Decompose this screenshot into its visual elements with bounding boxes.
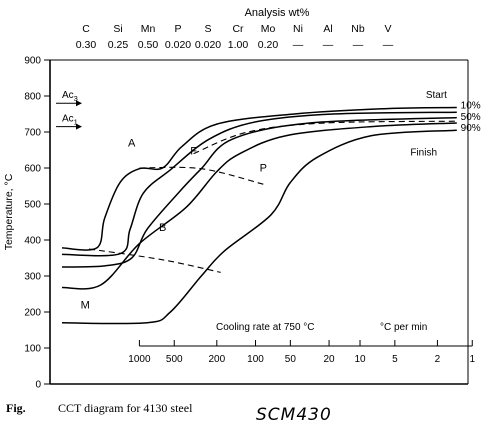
- cooling-rate-tick-label: 2: [435, 354, 441, 365]
- curve-label: 10%: [461, 101, 481, 112]
- curve-label: 90%: [461, 123, 481, 134]
- y-tick-label: 900: [24, 56, 41, 67]
- y-tick-label: 800: [24, 92, 41, 103]
- y-tick-label: 300: [24, 272, 41, 283]
- label-ac3: Ac3: [62, 90, 78, 103]
- element-symbol-v: V: [384, 23, 391, 35]
- y-tick-label: 600: [24, 164, 41, 175]
- dashed-curves: [89, 120, 457, 273]
- cooling-rate-tick-label: 50: [285, 354, 297, 365]
- curve-finish: [61, 129, 457, 325]
- curve-label: 50%: [461, 112, 481, 123]
- arrowhead-ac3: [76, 100, 82, 107]
- element-symbol-al: Al: [323, 23, 332, 35]
- region-labels: A F P B M: [81, 137, 267, 311]
- label-ac1: Ac1: [62, 114, 78, 127]
- region-label-b: B: [159, 222, 166, 234]
- curve-start: [61, 106, 457, 251]
- element-symbol-s: S: [204, 23, 211, 35]
- region-label-p: P: [260, 163, 267, 175]
- element-value-s: 0.020: [195, 39, 221, 51]
- element-value-v: —: [383, 39, 394, 51]
- y-tick-label: 500: [24, 200, 41, 211]
- curve-labels: Start 10%50%90% Finish: [410, 90, 480, 159]
- y-tick-label: 400: [24, 236, 41, 247]
- element-value-al: —: [323, 39, 334, 51]
- element-value-si: 0.25: [108, 39, 129, 51]
- y-tick-label: 700: [24, 128, 41, 139]
- cooling-rate-tick-label: 10: [354, 354, 366, 365]
- cooling-rate-tick-label: 500: [166, 354, 183, 365]
- curve-label: Start: [426, 90, 447, 101]
- curve-50pct: [61, 116, 457, 268]
- analysis-table: C 0.30 Si 0.25 Mn 0.50 P 0.020 S 0.020 Cr 1.00 Mo 0.2…: [76, 23, 394, 51]
- element-symbol-nb: Nb: [351, 23, 365, 35]
- plot-area: 0 100 200 300 400 500 600 700 800 900 Ac3 Ac1 A F P B…: [24, 56, 480, 391]
- cooling-rate-tick-label: 20: [323, 354, 335, 365]
- y-tick-label: 0: [35, 380, 41, 391]
- figure-caption: CCT diagram for 4130 steel: [58, 401, 193, 415]
- element-value-c: 0.30: [76, 39, 97, 51]
- figure-label: Fig.: [6, 401, 26, 415]
- element-symbol-si: Si: [113, 23, 122, 35]
- dashed-line-3: [193, 120, 457, 155]
- analysis-title: Analysis wt%: [245, 7, 310, 19]
- y-tick-label: 100: [24, 344, 41, 355]
- element-symbol-ni: Ni: [293, 23, 303, 35]
- region-label-m: M: [81, 299, 90, 311]
- element-value-ni: —: [293, 39, 304, 51]
- cooling-rate-tick-label: 1000: [128, 354, 151, 365]
- element-symbol-p: P: [174, 23, 181, 35]
- y-ticks: 0 100 200 300 400 500 600 700 800 900: [24, 56, 50, 391]
- arrowhead-ac1: [76, 123, 82, 130]
- element-value-p: 0.020: [165, 39, 191, 51]
- element-value-mn: 0.50: [138, 39, 159, 51]
- cooling-rate-tick-label: 200: [208, 354, 225, 365]
- element-symbol-cr: Cr: [232, 23, 244, 35]
- y-axis-label: Temperature, °C: [3, 173, 15, 250]
- element-value-cr: 1.00: [228, 39, 249, 51]
- y-tick-label: 200: [24, 308, 41, 319]
- handwritten-annotation: SCM430: [256, 405, 332, 425]
- dashed-line-1: [89, 248, 221, 273]
- cooling-rate-scale: Cooling rate at 750 °C °C per min 1000 50…: [128, 322, 475, 365]
- transformation-curves: [61, 106, 457, 325]
- element-value-mo: 0.20: [258, 39, 279, 51]
- element-symbol-c: C: [82, 23, 90, 35]
- curve-10pct: [61, 111, 457, 257]
- cooling-rate-label: Cooling rate at 750 °C: [216, 322, 315, 333]
- region-label-a: A: [128, 137, 136, 149]
- cooling-rate-tick-label: 1: [469, 354, 475, 365]
- cooling-rate-tick-label: 100: [247, 354, 264, 365]
- element-symbol-mo: Mo: [261, 23, 276, 35]
- cooling-rate-tick-label: 5: [392, 354, 398, 365]
- curve-label: Finish: [410, 147, 437, 158]
- dashed-line-2: [139, 166, 264, 185]
- element-value-nb: —: [353, 39, 364, 51]
- cooling-rate-unit: °C per min: [380, 322, 427, 333]
- curve-90pct: [61, 122, 457, 290]
- transformation-markers: Ac3 Ac1: [56, 90, 82, 130]
- region-label-f: F: [190, 145, 197, 157]
- element-symbol-mn: Mn: [141, 23, 156, 35]
